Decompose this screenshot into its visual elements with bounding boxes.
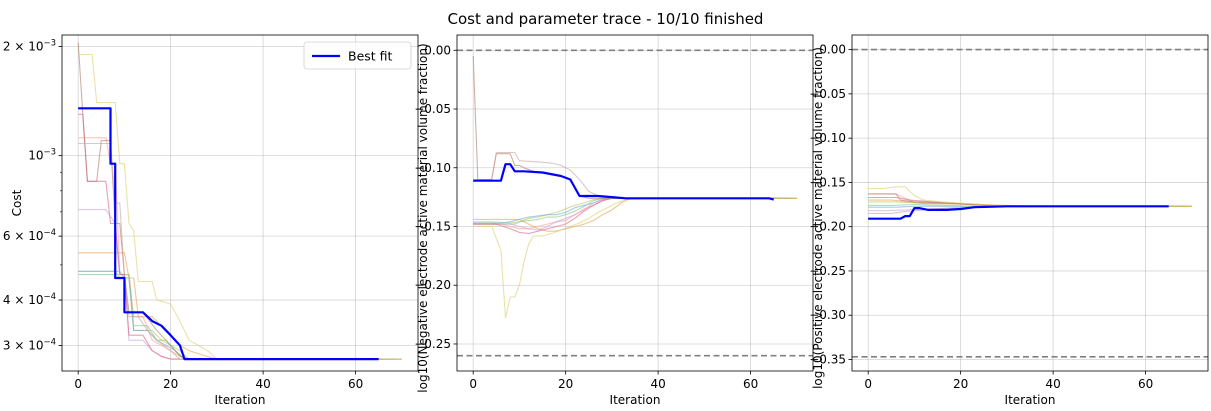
y-tick-label: 0.00	[424, 43, 451, 57]
chart-1: 0 20 40 60 2 × 10−3 10−3 6 × 10−4 4 × 10−4 3 × 1…	[3, 34, 419, 407]
x-tick-label: 20	[558, 377, 573, 391]
x-axis-label: Iteration	[1005, 393, 1056, 407]
x-tick-label: 0	[74, 377, 82, 391]
axes-frame	[61, 34, 419, 372]
figure-title: Cost and parameter trace - 10/10 finishe…	[448, 10, 764, 28]
best-fit-line	[78, 107, 379, 361]
x-tick-label: 40	[1045, 377, 1060, 391]
plot-area	[77, 42, 402, 361]
x-axis-label: Iteration	[215, 393, 266, 407]
y-axis-label: log10(Positive electrode active material…	[811, 47, 825, 389]
x-tick-label: 40	[650, 377, 665, 391]
x-tick-label: 0	[864, 377, 872, 391]
y-tick-label: −0.05	[809, 87, 846, 101]
y-tick-label: −0.25	[809, 264, 846, 278]
plot-area	[472, 56, 797, 319]
chart-2: 0 20 40 60 0.00 −0.05 −0.10 −0.15 −0.20 −0.25 Iter…	[414, 34, 814, 407]
y-tick-label: −0.20	[809, 220, 846, 234]
y-tick-label: 0.00	[819, 43, 846, 57]
y-tick-label: −0.20	[414, 278, 451, 292]
axes-frame	[456, 34, 814, 372]
x-tick-label: 0	[469, 377, 477, 391]
y-tick-label: −0.35	[809, 352, 846, 366]
y-tick-label: 10−3	[28, 148, 56, 163]
y-tick-label: 4 × 10−4	[3, 292, 56, 307]
y-axis-label: log10(Negative electrode active material…	[416, 43, 430, 392]
chart-3: 0 20 40 60 0.00 −0.05 −0.10 −0.15 −0.20 −0.25 −0.3…	[809, 34, 1209, 407]
y-tick-label: 2 × 10−3	[3, 38, 56, 53]
best-fit-line	[473, 163, 774, 201]
y-tick-label: −0.10	[414, 161, 451, 175]
y-tick-label: −0.15	[414, 219, 451, 233]
x-tick-label: 20	[163, 377, 178, 391]
y-axis-label: Cost	[10, 189, 24, 216]
x-tick-label: 60	[1138, 377, 1153, 391]
y-tick-label: −0.10	[809, 131, 846, 145]
x-tick-label: 60	[743, 377, 758, 391]
x-tick-label: 60	[348, 377, 363, 391]
axes-frame	[851, 34, 1209, 372]
legend-label: Best fit	[348, 49, 393, 64]
y-tick-label: 3 × 10−4	[3, 337, 56, 352]
x-tick-label: 20	[953, 377, 968, 391]
legend-box	[303, 41, 412, 70]
y-tick-label: −0.05	[414, 102, 451, 116]
x-tick-label: 40	[255, 377, 270, 391]
y-tick-label: −0.30	[809, 308, 846, 322]
y-tick-label: 6 × 10−4	[3, 228, 56, 243]
trace-line-10	[473, 197, 797, 319]
plot-area	[868, 186, 1192, 220]
trace-line-10	[78, 53, 402, 360]
y-tick-label: −0.15	[809, 175, 846, 189]
x-axis-label: Iteration	[610, 393, 661, 407]
legend: Best fit	[303, 41, 412, 70]
y-tick-label: −0.25	[414, 337, 451, 351]
best-fit-line	[868, 205, 1169, 220]
